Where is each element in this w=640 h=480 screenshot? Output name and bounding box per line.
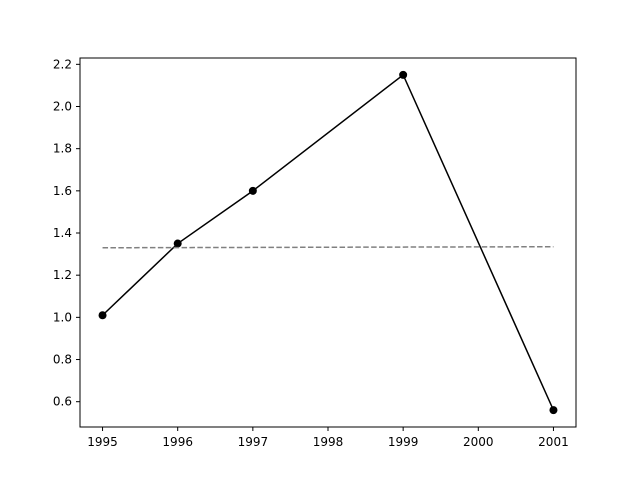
y-axis: 0.6 0.8 1.0 1.2 1.4 1.6 1.8 2.0 2.2 [53, 57, 80, 409]
y-tick-label: 0.8 [53, 353, 72, 367]
x-axis: 1995 1996 1997 1998 1999 2000 2001 [87, 427, 569, 449]
y-tick-label: 1.2 [53, 268, 72, 282]
data-point [248, 186, 257, 195]
x-tick-label: 2000 [463, 435, 494, 449]
data-point [98, 311, 107, 320]
data-point [399, 70, 408, 79]
y-tick-label: 1.0 [53, 310, 72, 324]
x-tick-label: 1997 [238, 435, 269, 449]
y-tick-label: 2.0 [53, 99, 72, 113]
data-point [173, 239, 182, 248]
x-tick-label: 1998 [313, 435, 344, 449]
x-tick-label: 2001 [538, 435, 569, 449]
y-tick-label: 2.2 [53, 57, 72, 71]
x-tick-label: 1995 [87, 435, 118, 449]
y-tick-label: 0.6 [53, 395, 72, 409]
series-layer [98, 70, 558, 415]
y-tick-label: 1.8 [53, 142, 72, 156]
x-tick-label: 1999 [388, 435, 419, 449]
y-tick-label: 1.6 [53, 184, 72, 198]
reference-line [102, 245, 554, 249]
y-tick-label: 1.4 [53, 226, 72, 240]
x-tick-label: 1996 [162, 435, 193, 449]
data-point [549, 406, 558, 415]
